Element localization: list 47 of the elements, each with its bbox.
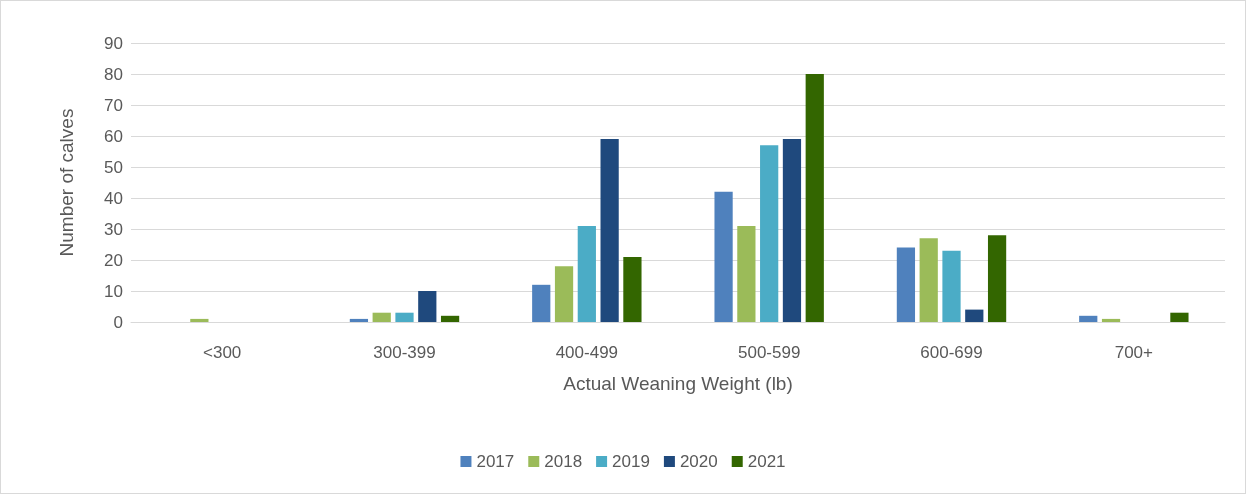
bar	[919, 238, 938, 322]
bar	[1101, 318, 1121, 322]
bar	[372, 312, 391, 322]
bar	[395, 312, 414, 322]
y-axis-title: Number of calves	[56, 108, 77, 257]
legend-label: 2018	[544, 452, 583, 471]
x-axis-title: Actual Weaning Weight (lb)	[563, 373, 793, 394]
bar	[577, 225, 596, 322]
bar	[623, 256, 642, 322]
bar	[782, 139, 802, 322]
y-tick-label: 80	[104, 64, 123, 84]
bar	[942, 250, 961, 322]
x-tick-label: 400-499	[555, 343, 619, 362]
bar	[190, 318, 209, 322]
y-tick-label: 60	[104, 126, 123, 146]
legend-label: 2017	[476, 452, 515, 471]
x-tick-label: 500-599	[737, 343, 801, 362]
bar	[896, 247, 916, 322]
bar	[805, 74, 824, 322]
y-tick-label: 20	[104, 250, 123, 270]
y-tick-label: 40	[104, 188, 123, 208]
legend-label: 2020	[679, 452, 718, 471]
y-tick-label: 50	[104, 157, 123, 177]
y-tick-label: 10	[104, 281, 123, 301]
x-tick-label: 300-399	[373, 343, 436, 362]
bar	[1079, 315, 1098, 322]
y-tick-label: 90	[104, 33, 123, 53]
bar	[554, 266, 574, 322]
bar	[760, 145, 779, 322]
legend-label: 2019	[612, 452, 650, 471]
x-tick-label: 600-699	[920, 343, 983, 362]
legend-label: 2021	[747, 452, 786, 471]
bar	[737, 225, 756, 322]
bar	[1170, 312, 1189, 322]
y-tick-label: 0	[113, 312, 123, 332]
y-tick-label: 70	[104, 95, 123, 115]
bar	[349, 318, 369, 322]
bar	[418, 291, 437, 322]
bar	[987, 235, 1007, 322]
bar	[965, 309, 984, 322]
x-tick-label: 700+	[1114, 343, 1154, 362]
bar	[600, 139, 619, 322]
bar	[440, 315, 460, 322]
bar	[532, 284, 551, 322]
bar	[714, 191, 733, 322]
y-tick-label: 30	[104, 219, 123, 239]
x-tick-label: <300	[203, 343, 242, 362]
